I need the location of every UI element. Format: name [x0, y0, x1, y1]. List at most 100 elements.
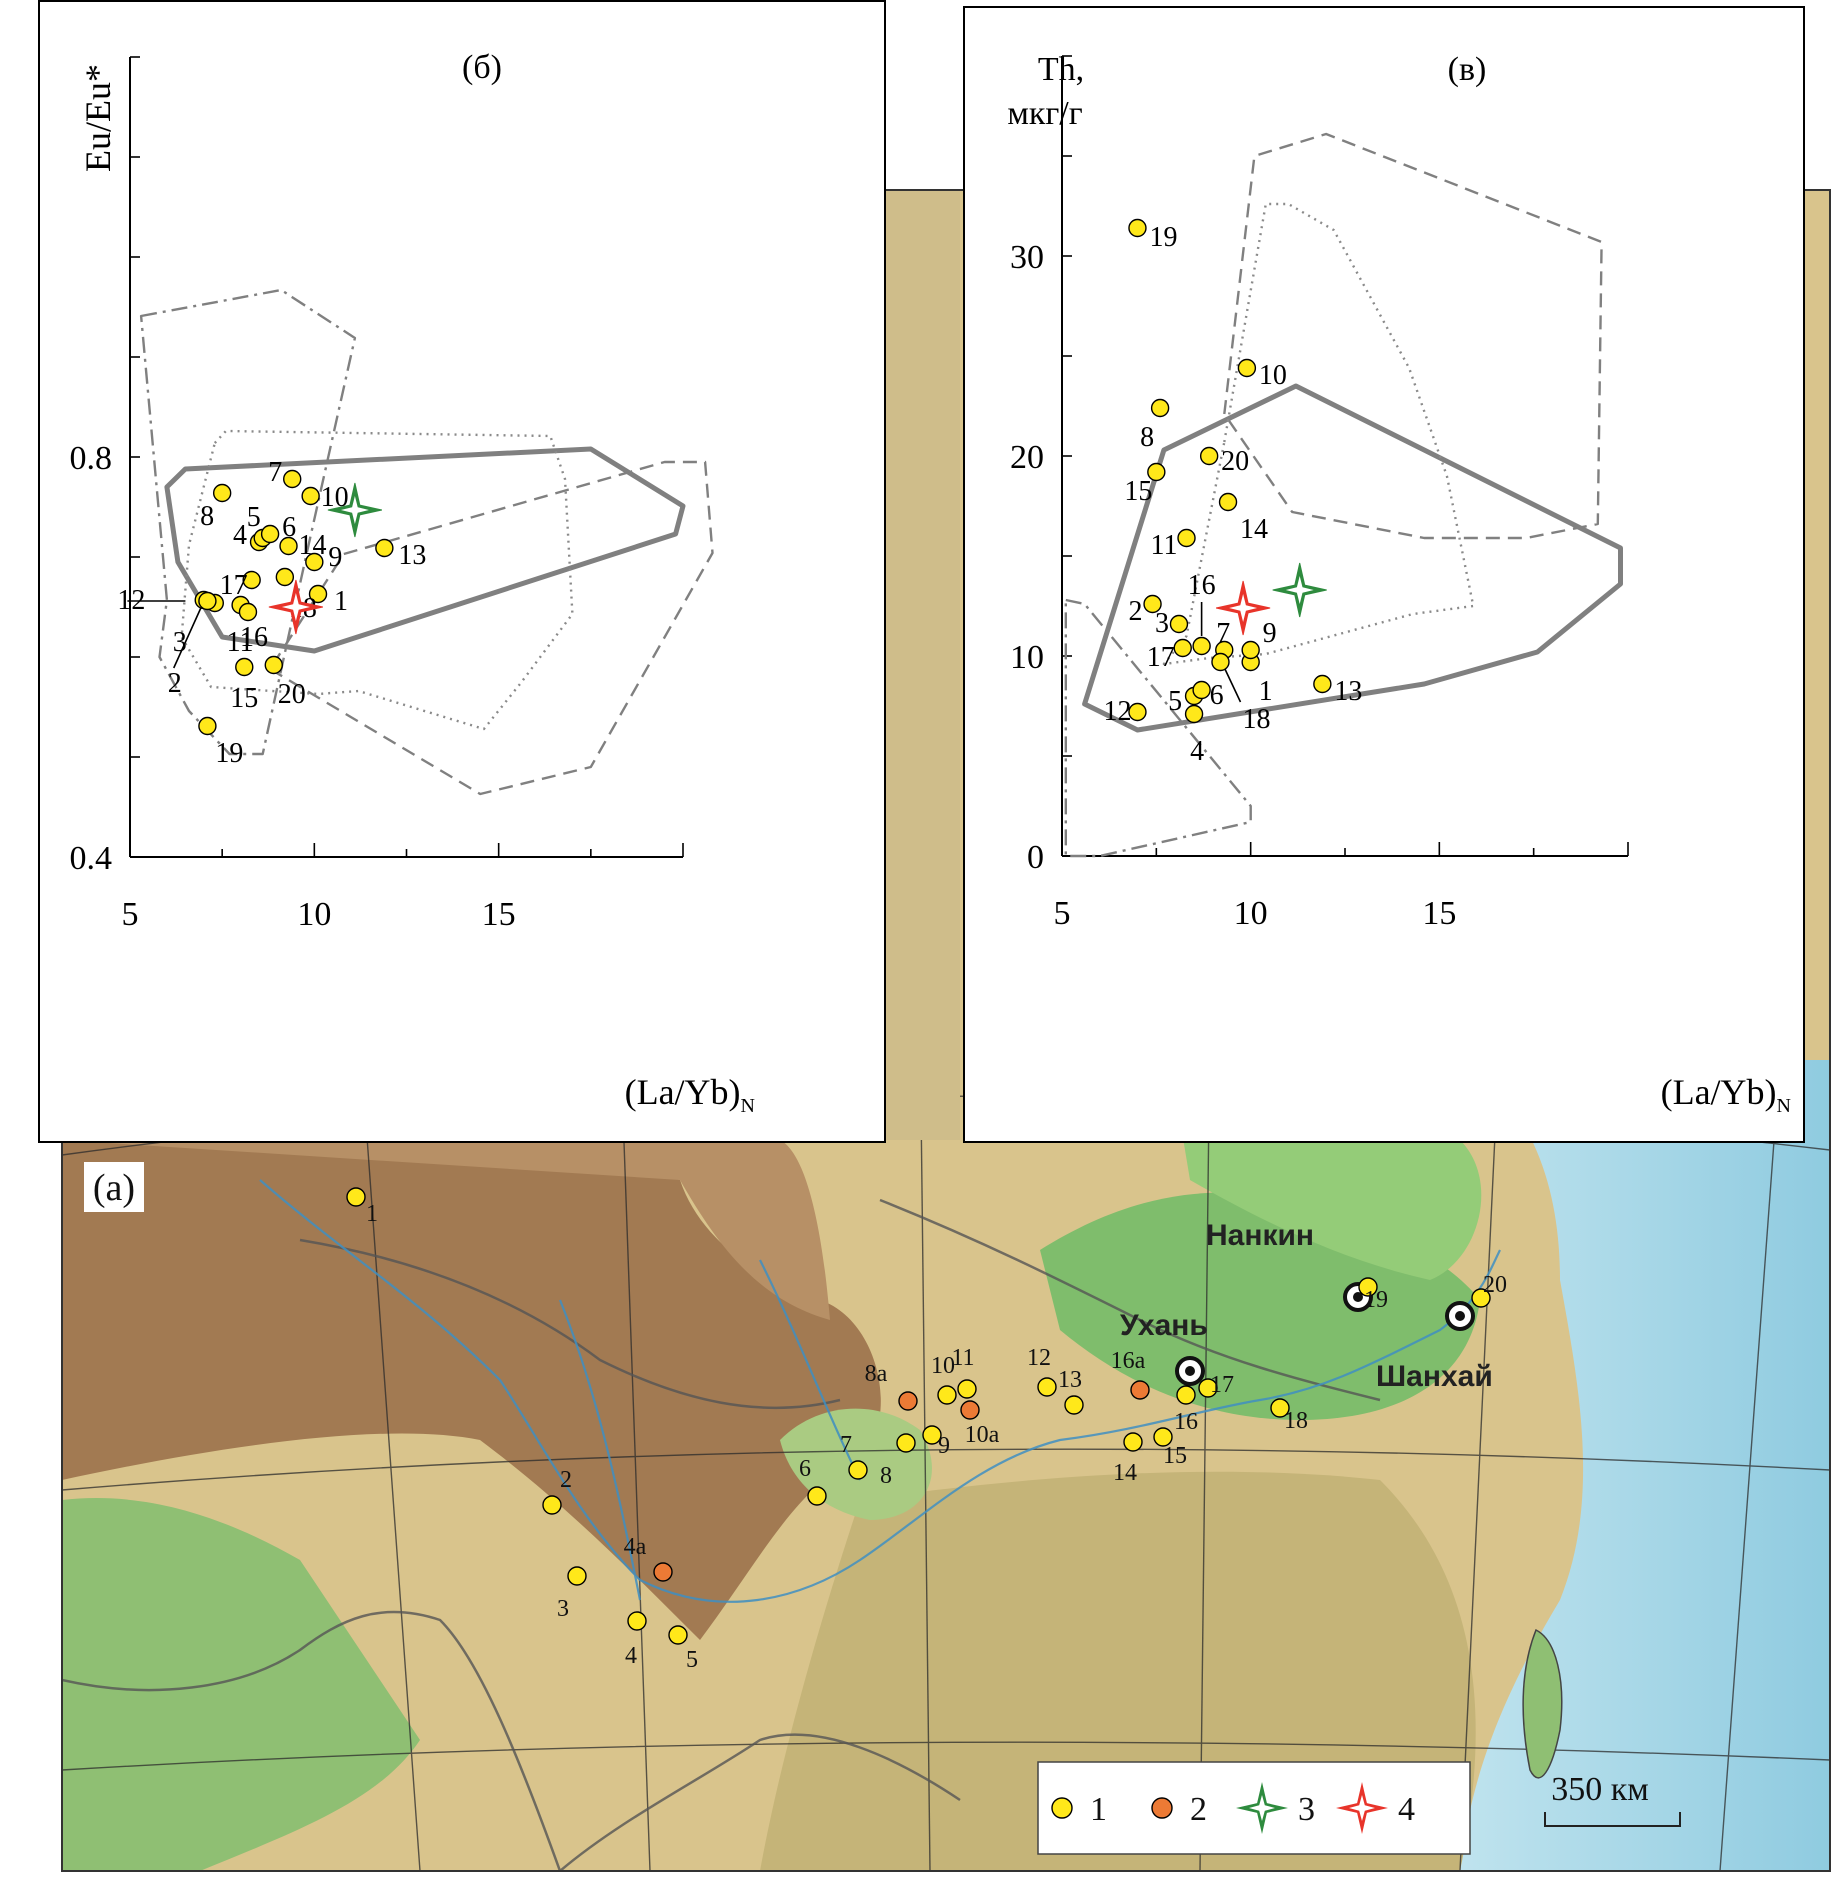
point-label-7: 7 — [268, 457, 282, 488]
map-site-label-18: 18 — [1284, 1408, 1308, 1434]
map-site-label-20: 20 — [1483, 1272, 1507, 1298]
point-label-8: 8 — [1140, 422, 1154, 453]
legend-symbol-2 — [1151, 1797, 1173, 1819]
y-tick-label: 20 — [1010, 439, 1044, 476]
data-point-19 — [1128, 218, 1147, 238]
data-point-9 — [1241, 640, 1260, 660]
chart-v-x-label: (La/Yb)N — [1661, 1072, 1791, 1117]
data-point-6 — [260, 524, 280, 544]
data-point-16 — [238, 602, 258, 622]
point-label-8: 8 — [200, 501, 214, 532]
legend-label-4: 4 — [1398, 1791, 1415, 1828]
map-site-10a — [960, 1400, 980, 1420]
map-site-label-2: 2 — [560, 1467, 572, 1493]
point-label-16: 16 — [240, 622, 268, 653]
data-point-15 — [235, 657, 254, 677]
map-site-4 — [627, 1611, 647, 1631]
map-site-label-8a: 8a — [865, 1361, 888, 1387]
map-site-16 — [1176, 1385, 1196, 1405]
data-point-19 — [198, 716, 217, 736]
data-point-11 — [1177, 528, 1196, 548]
data-point-10 — [1237, 358, 1257, 378]
field-dot — [1162, 202, 1475, 666]
map-site-label-7: 7 — [840, 1432, 852, 1458]
point-label-3: 3 — [173, 627, 187, 658]
point-label-6: 6 — [1210, 680, 1224, 711]
chart-b-x-label: (La/Yb)N — [625, 1072, 755, 1117]
map-site-label-3: 3 — [557, 1596, 569, 1622]
map-site-label-16a: 16a — [1111, 1348, 1146, 1374]
y-tick-label: 0.4 — [70, 840, 113, 877]
taiwan-island — [1522, 1628, 1563, 1779]
map-site-label-6: 6 — [799, 1456, 811, 1482]
x-tick-label: 15 — [1422, 895, 1456, 932]
point-label-2: 2 — [168, 668, 182, 699]
x-tick-label: 15 — [482, 896, 516, 933]
map-site-6 — [807, 1486, 827, 1506]
map-site-19 — [1358, 1277, 1378, 1297]
x-tick-label: 5 — [1054, 895, 1071, 932]
legend-symbol-center — [1349, 1795, 1375, 1821]
data-point-17 — [242, 570, 261, 590]
map-panel-label: (a) — [93, 1167, 135, 1209]
map-site-label-15: 15 — [1163, 1443, 1187, 1469]
legend-symbol-center — [1249, 1795, 1275, 1821]
city-marker-dot — [1455, 1311, 1465, 1321]
point-label-10: 10 — [1259, 360, 1287, 391]
lowland-region — [62, 1498, 420, 1871]
point-label-20: 20 — [278, 679, 306, 710]
y-tick-label: 0 — [1027, 839, 1044, 876]
y-tick-label: 0.8 — [70, 440, 113, 477]
map-site-label-13: 13 — [1058, 1367, 1082, 1393]
map-site-13 — [1064, 1395, 1084, 1415]
city-marker-dot — [1185, 1366, 1195, 1376]
point-label-18: 18 — [1242, 704, 1270, 735]
data-point-12 — [1128, 702, 1147, 722]
data-point-13 — [375, 538, 394, 558]
point-label-9: 9 — [328, 542, 342, 573]
data-point-2 — [1143, 594, 1162, 614]
city-marker-dot — [1353, 1292, 1363, 1302]
highland-region — [62, 1140, 830, 1320]
legend-symbol-1 — [1051, 1797, 1073, 1819]
plateau-region — [62, 1140, 881, 1640]
map-site-label-10: 10 — [931, 1353, 955, 1379]
map-site-8 — [896, 1433, 916, 1453]
legend-label-3: 3 — [1298, 1791, 1315, 1828]
map-site-label-5: 5 — [686, 1647, 698, 1673]
point-label-11: 11 — [227, 627, 254, 658]
field-dash — [1223, 132, 1603, 540]
point-label-1: 1 — [1259, 676, 1273, 707]
point-label-13: 13 — [1334, 676, 1362, 707]
point-label-14: 14 — [299, 530, 327, 561]
map-site-17 — [1198, 1378, 1218, 1398]
map-site-label-17: 17 — [1210, 1372, 1234, 1398]
city-label: Ухань — [1120, 1309, 1208, 1342]
legend-label-2: 2 — [1190, 1791, 1207, 1828]
map-site-16a — [1130, 1380, 1150, 1400]
map-site-15 — [1153, 1427, 1173, 1447]
point-label-20: 20 — [1221, 446, 1249, 477]
point-label-5: 5 — [1168, 686, 1182, 717]
point-label-2: 2 — [1129, 596, 1143, 627]
map-site-9 — [922, 1425, 942, 1445]
field-dot — [180, 429, 574, 731]
point-label-4: 4 — [233, 520, 247, 551]
point-label-15: 15 — [1124, 476, 1152, 507]
map-site-20 — [1471, 1288, 1491, 1308]
y-tick-label: 10 — [1010, 639, 1044, 676]
scale-label: 350 км — [1551, 1771, 1649, 1808]
map-site-label-11: 11 — [951, 1345, 974, 1371]
data-point-14 — [1218, 492, 1238, 512]
star-marker-center — [281, 593, 310, 621]
point-label-16: 16 — [1188, 570, 1216, 601]
map-site-label-14: 14 — [1113, 1460, 1137, 1486]
city-label: Нанкин — [1206, 1219, 1314, 1252]
point-label-9: 9 — [1263, 618, 1277, 649]
chart-b-y-label: Eu/Eu* — [78, 64, 118, 172]
map-site-7 — [848, 1460, 868, 1480]
point-label-7: 7 — [1216, 618, 1230, 649]
map-site-11 — [957, 1379, 977, 1399]
